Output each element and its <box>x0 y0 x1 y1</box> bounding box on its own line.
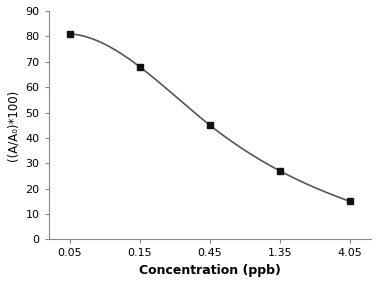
Y-axis label: ((A/A₀)*100): ((A/A₀)*100) <box>7 89 20 161</box>
X-axis label: Concentration (ppb): Concentration (ppb) <box>139 264 281 277</box>
